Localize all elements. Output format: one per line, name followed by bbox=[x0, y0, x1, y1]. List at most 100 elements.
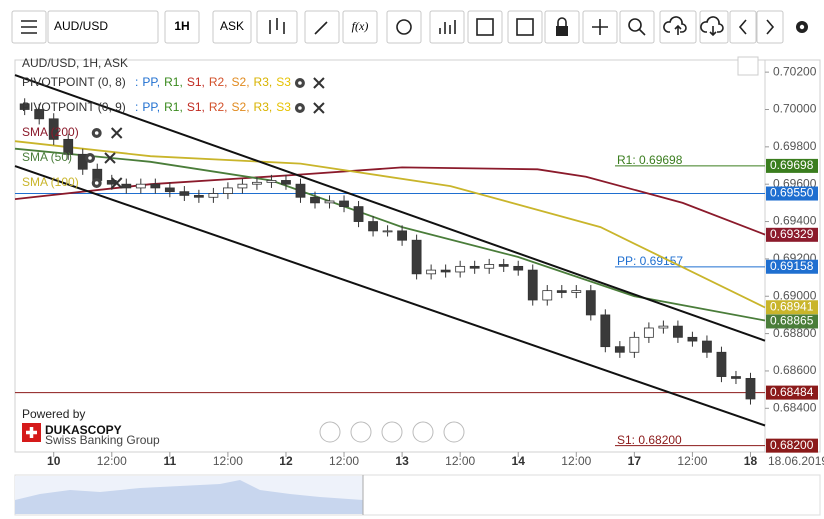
x-tick-label: 12:00 bbox=[445, 454, 475, 468]
candle-body bbox=[643, 327, 654, 338]
candle-body bbox=[600, 314, 611, 348]
trend-line bbox=[14, 165, 766, 427]
remove-icon[interactable] bbox=[110, 177, 123, 189]
candle-body bbox=[614, 346, 625, 353]
calendar-icon bbox=[476, 18, 494, 36]
nav-zoom-in[interactable] bbox=[412, 421, 434, 443]
news-button[interactable] bbox=[507, 10, 543, 44]
y-tick-label: 0.70200 bbox=[773, 64, 817, 78]
fx-icon: f(x) bbox=[352, 19, 369, 33]
candle-body bbox=[266, 180, 277, 183]
price-tag-label: 0.69329 bbox=[770, 227, 814, 241]
candle-body bbox=[455, 265, 466, 273]
navigator-area bbox=[15, 480, 363, 514]
symbol-input[interactable] bbox=[47, 10, 159, 44]
pivot-item: S2, bbox=[232, 100, 250, 114]
nav-left[interactable] bbox=[319, 421, 341, 443]
candle-body bbox=[745, 378, 756, 400]
download-button[interactable] bbox=[699, 10, 729, 44]
y-tick-label: 0.68400 bbox=[773, 400, 817, 414]
candle-body bbox=[658, 325, 669, 329]
candle-body bbox=[426, 269, 437, 275]
side-button[interactable] bbox=[212, 10, 252, 44]
price-tag-label: 0.68200 bbox=[770, 438, 814, 452]
nav-right[interactable] bbox=[443, 421, 465, 443]
x-tick-label: 14 bbox=[512, 454, 526, 468]
candle-body bbox=[397, 230, 407, 241]
nav-zoom-out[interactable] bbox=[350, 421, 372, 443]
candle-body bbox=[484, 264, 495, 269]
popout-button[interactable] bbox=[737, 56, 759, 76]
level-label: R1: 0.69698 bbox=[617, 153, 683, 167]
company: DUKASCOPY bbox=[45, 423, 122, 437]
remove-icon[interactable] bbox=[313, 77, 325, 89]
price-tag-label: 0.68865 bbox=[770, 314, 814, 328]
pen-icon bbox=[314, 21, 328, 35]
price-tag bbox=[766, 300, 818, 315]
pivot-item: R1, bbox=[164, 100, 183, 114]
sma-line bbox=[14, 166, 766, 236]
pivot-item: S1, bbox=[187, 100, 205, 114]
tagline: Swiss Banking Group bbox=[45, 433, 160, 447]
indicator-button[interactable] bbox=[342, 10, 378, 44]
zoom-icon bbox=[628, 18, 642, 32]
price-tag-label: 0.68941 bbox=[770, 299, 814, 313]
pivot-item: PP, bbox=[142, 75, 160, 89]
pivot-item: R1, bbox=[164, 75, 183, 89]
candle-body bbox=[673, 325, 683, 338]
pivot-item: S2, bbox=[232, 75, 250, 89]
news-icon bbox=[516, 18, 534, 36]
info-button[interactable] bbox=[386, 10, 422, 44]
pivot-item: PP, bbox=[142, 100, 160, 114]
pivot-item: S3 bbox=[276, 75, 291, 89]
period-button[interactable] bbox=[164, 10, 200, 44]
candle-body bbox=[324, 200, 335, 204]
remove-icon[interactable] bbox=[313, 102, 325, 114]
candle-body bbox=[411, 239, 422, 275]
candle-body bbox=[164, 187, 175, 193]
price-tag-label: 0.69158 bbox=[770, 259, 814, 273]
back-icon bbox=[738, 19, 747, 35]
sma-legend: SMA (50) bbox=[22, 150, 72, 164]
price-tag bbox=[766, 259, 818, 274]
pivot-item: R3, bbox=[254, 75, 273, 89]
pivot-item: R2, bbox=[209, 100, 228, 114]
plot: R1: 0.69698 PP: 0.69157 S1: 0.68200 bbox=[14, 74, 766, 447]
candle-body bbox=[193, 194, 204, 198]
nav-reset[interactable] bbox=[381, 421, 403, 443]
lock-shackle bbox=[557, 17, 567, 26]
remove-icon[interactable] bbox=[110, 127, 123, 139]
price-tag bbox=[766, 438, 818, 453]
candle-body bbox=[556, 290, 567, 293]
remove-icon[interactable] bbox=[104, 152, 116, 164]
back-button[interactable] bbox=[729, 10, 757, 44]
sma-legend: SMA (200) bbox=[22, 125, 79, 139]
x-tick-label: 17 bbox=[628, 454, 642, 468]
sma-line bbox=[14, 147, 766, 322]
sma-legend: SMA (100) bbox=[22, 175, 79, 189]
menu-icon bbox=[21, 20, 37, 34]
period: 1H bbox=[174, 19, 189, 33]
candle-body bbox=[585, 290, 596, 316]
calendar-button[interactable] bbox=[467, 10, 503, 44]
volume-button[interactable] bbox=[429, 10, 465, 44]
settings-hole bbox=[298, 106, 302, 110]
lock-icon bbox=[556, 26, 568, 36]
zoom-button[interactable] bbox=[619, 10, 655, 44]
candle-body bbox=[223, 187, 233, 194]
level-label: PP: 0.69157 bbox=[617, 254, 683, 268]
candle-body bbox=[339, 200, 349, 208]
bars-icon bbox=[439, 20, 456, 34]
trend-line bbox=[14, 74, 766, 342]
candle-body bbox=[310, 196, 320, 204]
forward-button[interactable] bbox=[756, 10, 784, 44]
candle-body bbox=[571, 290, 582, 293]
candle-body bbox=[498, 264, 509, 267]
pivot-item: S3 bbox=[276, 100, 291, 114]
price-tag-label: 0.68484 bbox=[770, 385, 814, 399]
price-tag-label: 0.69550 bbox=[770, 186, 814, 200]
candle-body bbox=[34, 109, 45, 120]
level-label: S1: 0.68200 bbox=[617, 433, 682, 447]
candle-body bbox=[48, 118, 59, 140]
candle-body bbox=[731, 376, 741, 379]
